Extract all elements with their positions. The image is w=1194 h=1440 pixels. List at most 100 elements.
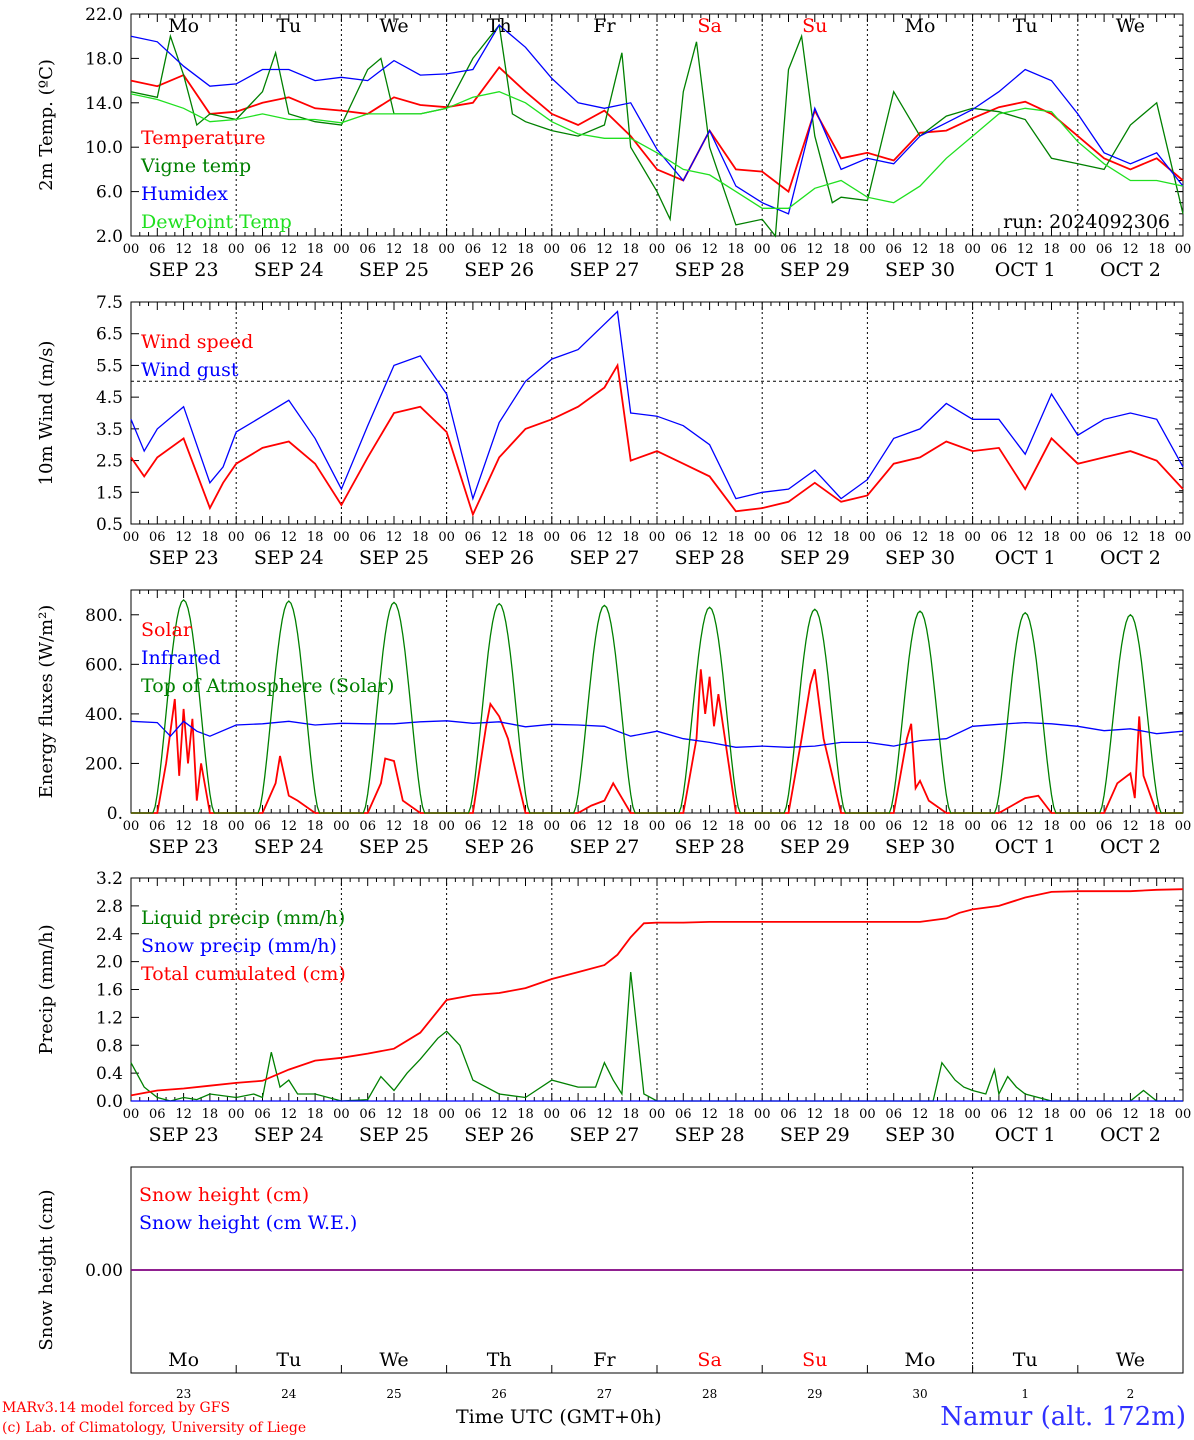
panel-2-hour-label: 18 <box>938 530 955 545</box>
panel-3-date-label: SEP 25 <box>359 836 429 858</box>
weekday-label: Su <box>802 15 827 37</box>
panel-3-hour-label: 06 <box>254 819 271 834</box>
panel-4-hour-label: 06 <box>149 1107 166 1122</box>
panel-2-hour-label: 18 <box>517 530 534 545</box>
panel-3-hour-label: 18 <box>938 819 955 834</box>
panel-5-weekday-label: Sa <box>697 1349 721 1371</box>
panel-2-hour-label: 06 <box>675 530 692 545</box>
panel-5-day-number: 25 <box>386 1387 401 1401</box>
panel-2-hour-label: 18 <box>307 530 324 545</box>
panel-2-y-tick-label: 6.5 <box>96 325 123 345</box>
panel-2-hour-label: 12 <box>175 530 192 545</box>
panel-1-hour-label: 00 <box>964 242 981 257</box>
panel-1-date-label: OCT 1 <box>995 259 1056 281</box>
panel-4-hour-label: 18 <box>1148 1107 1165 1122</box>
panel-2-hour-label: 06 <box>149 530 166 545</box>
panel-2-date-label: SEP 23 <box>149 547 219 569</box>
panel-3-hour-label: 12 <box>281 819 298 834</box>
panel-2-hour-label: 00 <box>123 530 140 545</box>
panel-2-hour-label: 00 <box>1070 530 1087 545</box>
panel-5-weekday-label: We <box>379 1349 408 1371</box>
panel-2-hour-label: 00 <box>228 530 245 545</box>
panel-3-hour-label: 06 <box>359 819 376 834</box>
panel-1-date-label: SEP 25 <box>359 259 429 281</box>
panel-2-hour-label: 12 <box>281 530 298 545</box>
panel-2-series-wind-speed <box>130 362 1184 517</box>
panel-4-hour-label: 12 <box>281 1107 298 1122</box>
panel-4-hour-label: 12 <box>386 1107 403 1122</box>
panel-4-y-tick-label: 2.8 <box>96 897 123 917</box>
panel-1-legend-vigne-temp: Vigne temp <box>140 155 251 177</box>
panel-2-hour-label: 18 <box>202 530 219 545</box>
panel-3-y-tick-label: 600. <box>85 655 123 675</box>
panel-1-hour-label: 06 <box>885 242 902 257</box>
panel-3-hour-label: 00 <box>964 819 981 834</box>
panel-4-y-tick-label: 3.2 <box>96 869 123 889</box>
panel-2-y-tick-label: 4.5 <box>96 388 123 408</box>
panel-4-hour-label: 00 <box>228 1107 245 1122</box>
panel-1-legend-dewpoint-temp: DewPoint Temp <box>141 211 292 233</box>
panel-2-date-label: SEP 29 <box>780 547 850 569</box>
panel-4-hour-label: 00 <box>438 1107 455 1122</box>
panel-1-hour-label: 12 <box>1017 242 1034 257</box>
panel-4-hour-label: 06 <box>780 1107 797 1122</box>
panel-1-y-tick-label: 18.0 <box>85 49 123 69</box>
panel-1-y-tick-label: 10.0 <box>85 138 123 158</box>
panel-1-hour-label: 00 <box>544 242 561 257</box>
panel-5-day-number: 1 <box>1021 1387 1029 1401</box>
credit-lab: (c) Lab. of Climatology, University of L… <box>2 1420 307 1436</box>
panel-5-weekday-label: Tu <box>276 1349 301 1371</box>
weekday-label: Mo <box>168 15 199 37</box>
panel-4-series-total-cumulated-cm- <box>130 888 1184 1097</box>
panel-2-hour-label: 06 <box>359 530 376 545</box>
panel-4-date-label: SEP 30 <box>885 1124 955 1146</box>
panel-4-y-tick-label: 1.6 <box>96 981 123 1001</box>
panel-5-day-number: 28 <box>702 1387 717 1401</box>
panel-2-date-label: OCT 1 <box>995 547 1056 569</box>
panel-2-hour-label: 00 <box>964 530 981 545</box>
panel-5-weekday-label: Su <box>802 1349 827 1371</box>
panel-4-date-label: SEP 26 <box>464 1124 534 1146</box>
panel-5-legend-snow-height-cm-w-e-: Snow height (cm W.E.) <box>139 1212 357 1234</box>
panel-2-hour-label: 06 <box>991 530 1008 545</box>
panel-5-day-number: 23 <box>176 1387 191 1401</box>
panel-3-hour-label: 12 <box>912 819 929 834</box>
panel-4-hour-label: 18 <box>833 1107 850 1122</box>
panel-3-hour-label: 18 <box>517 819 534 834</box>
panel-1-hour-label: 06 <box>1096 242 1113 257</box>
panel-4-hour-label: 18 <box>622 1107 639 1122</box>
panel-3-legend-infrared: Infrared <box>141 647 221 669</box>
panel-5-weekday-label: Tu <box>1013 1349 1038 1371</box>
panel-1-hour-label: 18 <box>202 242 219 257</box>
panel-3-hour-label: 00 <box>123 819 140 834</box>
panel-3-hour-label: 18 <box>412 819 429 834</box>
panel-4-hour-label: 18 <box>307 1107 324 1122</box>
panel-4-legend-liquid-precip-mm-h-: Liquid precip (mm/h) <box>141 907 345 929</box>
panel-2-hour-label: 06 <box>465 530 482 545</box>
weekday-label: Sa <box>697 15 721 37</box>
panel-1-hour-label: 12 <box>175 242 192 257</box>
panel-4-hour-label: 06 <box>675 1107 692 1122</box>
panel-3-hour-label: 06 <box>149 819 166 834</box>
panel-1-legend-temperature: Temperature <box>141 127 265 149</box>
panel-3-hour-label: 06 <box>885 819 902 834</box>
panel-4-hour-label: 12 <box>596 1107 613 1122</box>
panel-2-hour-label: 12 <box>912 530 929 545</box>
panel-4-hour-label: 12 <box>1017 1107 1034 1122</box>
panel-2-hour-label: 12 <box>1122 530 1139 545</box>
panel-3-hour-label: 12 <box>386 819 403 834</box>
panel-3-hour-label: 00 <box>228 819 245 834</box>
panel-3-date-label: OCT 2 <box>1100 836 1161 858</box>
panel-5-day-number: 27 <box>597 1387 612 1401</box>
panel-4-y-tick-label: 2.4 <box>96 925 123 945</box>
panel-2-y-tick-label: 0.5 <box>96 515 123 535</box>
panel-2-hour-label: 12 <box>491 530 508 545</box>
panel-4-hour-label: 18 <box>728 1107 745 1122</box>
panel-4-y-tick-label: 2.0 <box>96 953 123 973</box>
panel-2-y-tick-label: 3.5 <box>96 420 123 440</box>
panel-4-date-label: SEP 24 <box>254 1124 324 1146</box>
panel-4-y-axis-label: Precip (mm/h) <box>36 924 57 1054</box>
panel-1-date-label: SEP 30 <box>885 259 955 281</box>
panel-5-day-number: 30 <box>912 1387 927 1401</box>
panel-2-date-label: SEP 26 <box>464 547 534 569</box>
